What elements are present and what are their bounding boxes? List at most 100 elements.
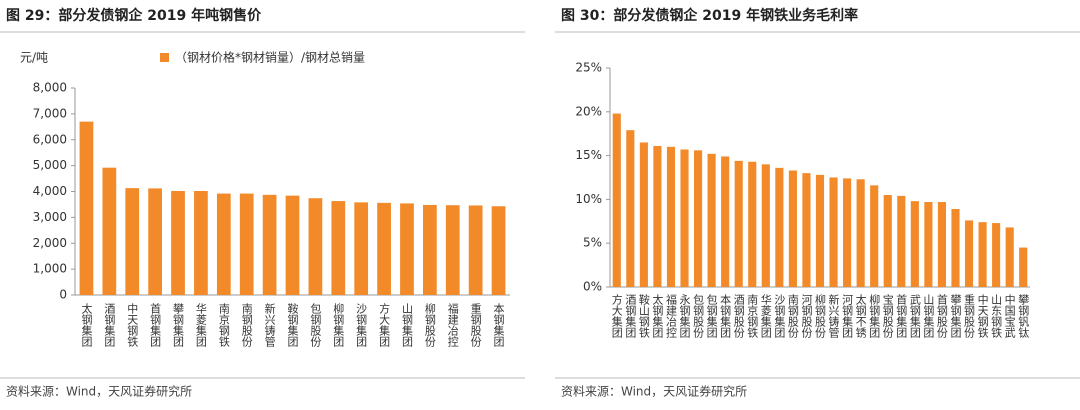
- x-tick-label: 攀钢钒钛: [1017, 294, 1030, 339]
- x-tick-label: 武钢集团: [908, 294, 921, 339]
- bar: [308, 198, 323, 295]
- bar: [856, 179, 865, 287]
- bar: [924, 202, 933, 287]
- bar: [400, 203, 414, 295]
- x-tick-label: 柳钢股份: [814, 293, 827, 339]
- x-tick-label: 柳钢集团: [332, 302, 345, 348]
- y-tick-label: 25%: [575, 61, 602, 75]
- x-tick-label: 中天钢铁: [976, 294, 989, 338]
- y-tick-label: 1,000: [33, 262, 67, 276]
- bar: [897, 195, 906, 287]
- x-tick-label: 永钢集团: [678, 293, 691, 339]
- bar: [992, 223, 1001, 287]
- source-note: 资料来源：Wind，天风证券研究所: [561, 384, 747, 399]
- bar: [626, 130, 635, 287]
- bar: [680, 149, 689, 287]
- y-tick-label: 20%: [575, 104, 602, 118]
- bar: [788, 170, 797, 287]
- x-tick-label: 南京钢铁: [217, 303, 230, 347]
- bar: [102, 167, 117, 295]
- bar: [639, 142, 648, 287]
- x-tick-label: 南京钢铁: [746, 294, 759, 338]
- x-tick-label: 河钢集团: [841, 294, 854, 339]
- x-tick-label: 沙钢集团: [773, 294, 786, 339]
- y-tick-label: 0: [59, 288, 67, 302]
- x-tick-label: 沙钢集团: [355, 303, 368, 348]
- bar: [1005, 227, 1014, 287]
- x-tick-label: 鞍钢集团: [286, 302, 299, 348]
- x-tick-label: 新兴铸管: [827, 293, 840, 339]
- x-tick-label: 攀钢集团: [949, 294, 962, 339]
- x-tick-label: 本钢集团: [492, 302, 505, 348]
- x-tick-label: 柳钢集团: [868, 293, 881, 339]
- bar: [285, 195, 300, 295]
- x-tick-label: 山钢集团: [400, 303, 413, 348]
- bar: [870, 185, 879, 287]
- bar: [612, 113, 621, 287]
- x-tick-label: 重钢股份: [469, 302, 482, 348]
- chart-title: 图 29：部分发债钢企 2019 年吨钢售价: [6, 7, 262, 24]
- bar: [910, 201, 919, 287]
- bar: [748, 161, 757, 287]
- x-tick-label: 中国宝武: [1003, 294, 1016, 338]
- bar: [216, 193, 231, 295]
- bar: [964, 220, 974, 287]
- x-tick-label: 酒钢集团: [103, 303, 116, 348]
- y-tick-label: 3,000: [33, 210, 67, 224]
- x-tick-label: 重钢股份: [963, 293, 976, 339]
- x-tick-label: 包钢股份: [309, 303, 322, 348]
- bar: [1019, 247, 1028, 287]
- x-tick-label: 包钢集团: [705, 294, 718, 339]
- x-tick-label: 本钢集团: [719, 293, 732, 339]
- bar: [194, 190, 208, 295]
- y-tick-label: 5%: [583, 236, 602, 250]
- x-tick-label: 南钢股份: [786, 294, 799, 339]
- y-tick-label: 2,000: [33, 236, 67, 250]
- x-tick-label: 首钢集团: [895, 293, 908, 339]
- bar: [331, 201, 346, 295]
- source-note: 资料来源：Wind，天风证券研究所: [6, 384, 192, 399]
- bar: [951, 209, 960, 287]
- x-tick-label: 柳钢股份: [423, 302, 436, 348]
- y-tick-label: 10%: [575, 192, 602, 206]
- bar: [694, 150, 703, 287]
- x-tick-label: 中天钢铁: [126, 303, 139, 347]
- bar: [883, 195, 892, 287]
- x-tick-label: 酒钢集团: [624, 294, 637, 339]
- bar: [978, 222, 987, 287]
- bar: [171, 190, 185, 295]
- bar: [262, 194, 277, 295]
- y-tick-label: 6,000: [33, 132, 67, 146]
- x-tick-label: 首钢股份: [935, 293, 948, 339]
- x-tick-label: 酒钢股份: [732, 294, 745, 339]
- x-tick-label: 河钢股份: [800, 294, 813, 339]
- bar: [423, 204, 437, 295]
- x-tick-label: 首钢集团: [149, 302, 162, 348]
- x-tick-label: 华菱集团: [194, 302, 207, 348]
- legend-label: （钢材价格*钢材销量）/钢材总销量: [175, 50, 365, 65]
- bar: [653, 145, 662, 287]
- y-tick-label: 15%: [575, 148, 602, 162]
- chart-title: 图 30：部分发债钢企 2019 年钢铁业务毛利率: [561, 7, 858, 24]
- x-tick-label: 太钢不锈: [854, 294, 867, 339]
- bar: [761, 164, 770, 287]
- y-tick-label: 8,000: [33, 81, 67, 95]
- bar: [468, 205, 483, 295]
- x-tick-label: 新兴铸管: [263, 302, 276, 348]
- x-tick-label: 宝钢股份: [881, 293, 894, 339]
- bar: [239, 193, 254, 295]
- y-tick-label: 7,000: [33, 106, 67, 120]
- bar: [79, 121, 94, 295]
- bar: [734, 160, 743, 287]
- y-axis-label: 元/吨: [20, 51, 48, 65]
- x-tick-label: 方大集团: [378, 302, 391, 348]
- x-tick-label: 华菱集团: [759, 293, 772, 339]
- x-tick-label: 山钢集团: [922, 294, 935, 339]
- bar: [802, 173, 811, 287]
- bar: [148, 188, 162, 295]
- x-tick-label: 太钢集团: [651, 294, 664, 339]
- legend-swatch: [160, 53, 169, 62]
- x-tick-label: 山东钢铁: [990, 294, 1003, 338]
- x-tick-label: 包钢股份: [692, 294, 705, 339]
